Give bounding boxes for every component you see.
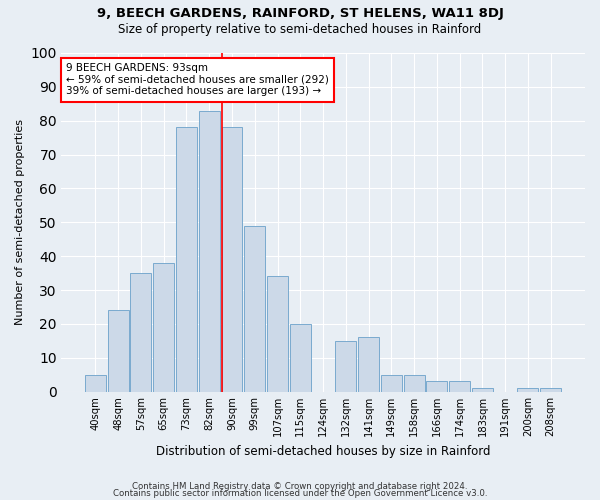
- Bar: [85, 374, 106, 392]
- Text: Size of property relative to semi-detached houses in Rainford: Size of property relative to semi-detach…: [118, 22, 482, 36]
- Bar: [221, 128, 242, 392]
- Bar: [472, 388, 493, 392]
- Bar: [153, 263, 174, 392]
- Bar: [404, 374, 425, 392]
- Bar: [176, 128, 197, 392]
- Bar: [244, 226, 265, 392]
- X-axis label: Distribution of semi-detached houses by size in Rainford: Distribution of semi-detached houses by …: [156, 444, 490, 458]
- Text: 9 BEECH GARDENS: 93sqm
← 59% of semi-detached houses are smaller (292)
39% of se: 9 BEECH GARDENS: 93sqm ← 59% of semi-det…: [67, 63, 329, 96]
- Bar: [381, 374, 402, 392]
- Bar: [427, 382, 448, 392]
- Bar: [290, 324, 311, 392]
- Bar: [517, 388, 538, 392]
- Bar: [267, 276, 288, 392]
- Bar: [107, 310, 128, 392]
- Bar: [449, 382, 470, 392]
- Bar: [358, 338, 379, 392]
- Bar: [335, 341, 356, 392]
- Text: Contains public sector information licensed under the Open Government Licence v3: Contains public sector information licen…: [113, 490, 487, 498]
- Text: 9, BEECH GARDENS, RAINFORD, ST HELENS, WA11 8DJ: 9, BEECH GARDENS, RAINFORD, ST HELENS, W…: [97, 8, 503, 20]
- Bar: [540, 388, 561, 392]
- Y-axis label: Number of semi-detached properties: Number of semi-detached properties: [15, 120, 25, 326]
- Bar: [199, 110, 220, 392]
- Bar: [130, 273, 151, 392]
- Text: Contains HM Land Registry data © Crown copyright and database right 2024.: Contains HM Land Registry data © Crown c…: [132, 482, 468, 491]
